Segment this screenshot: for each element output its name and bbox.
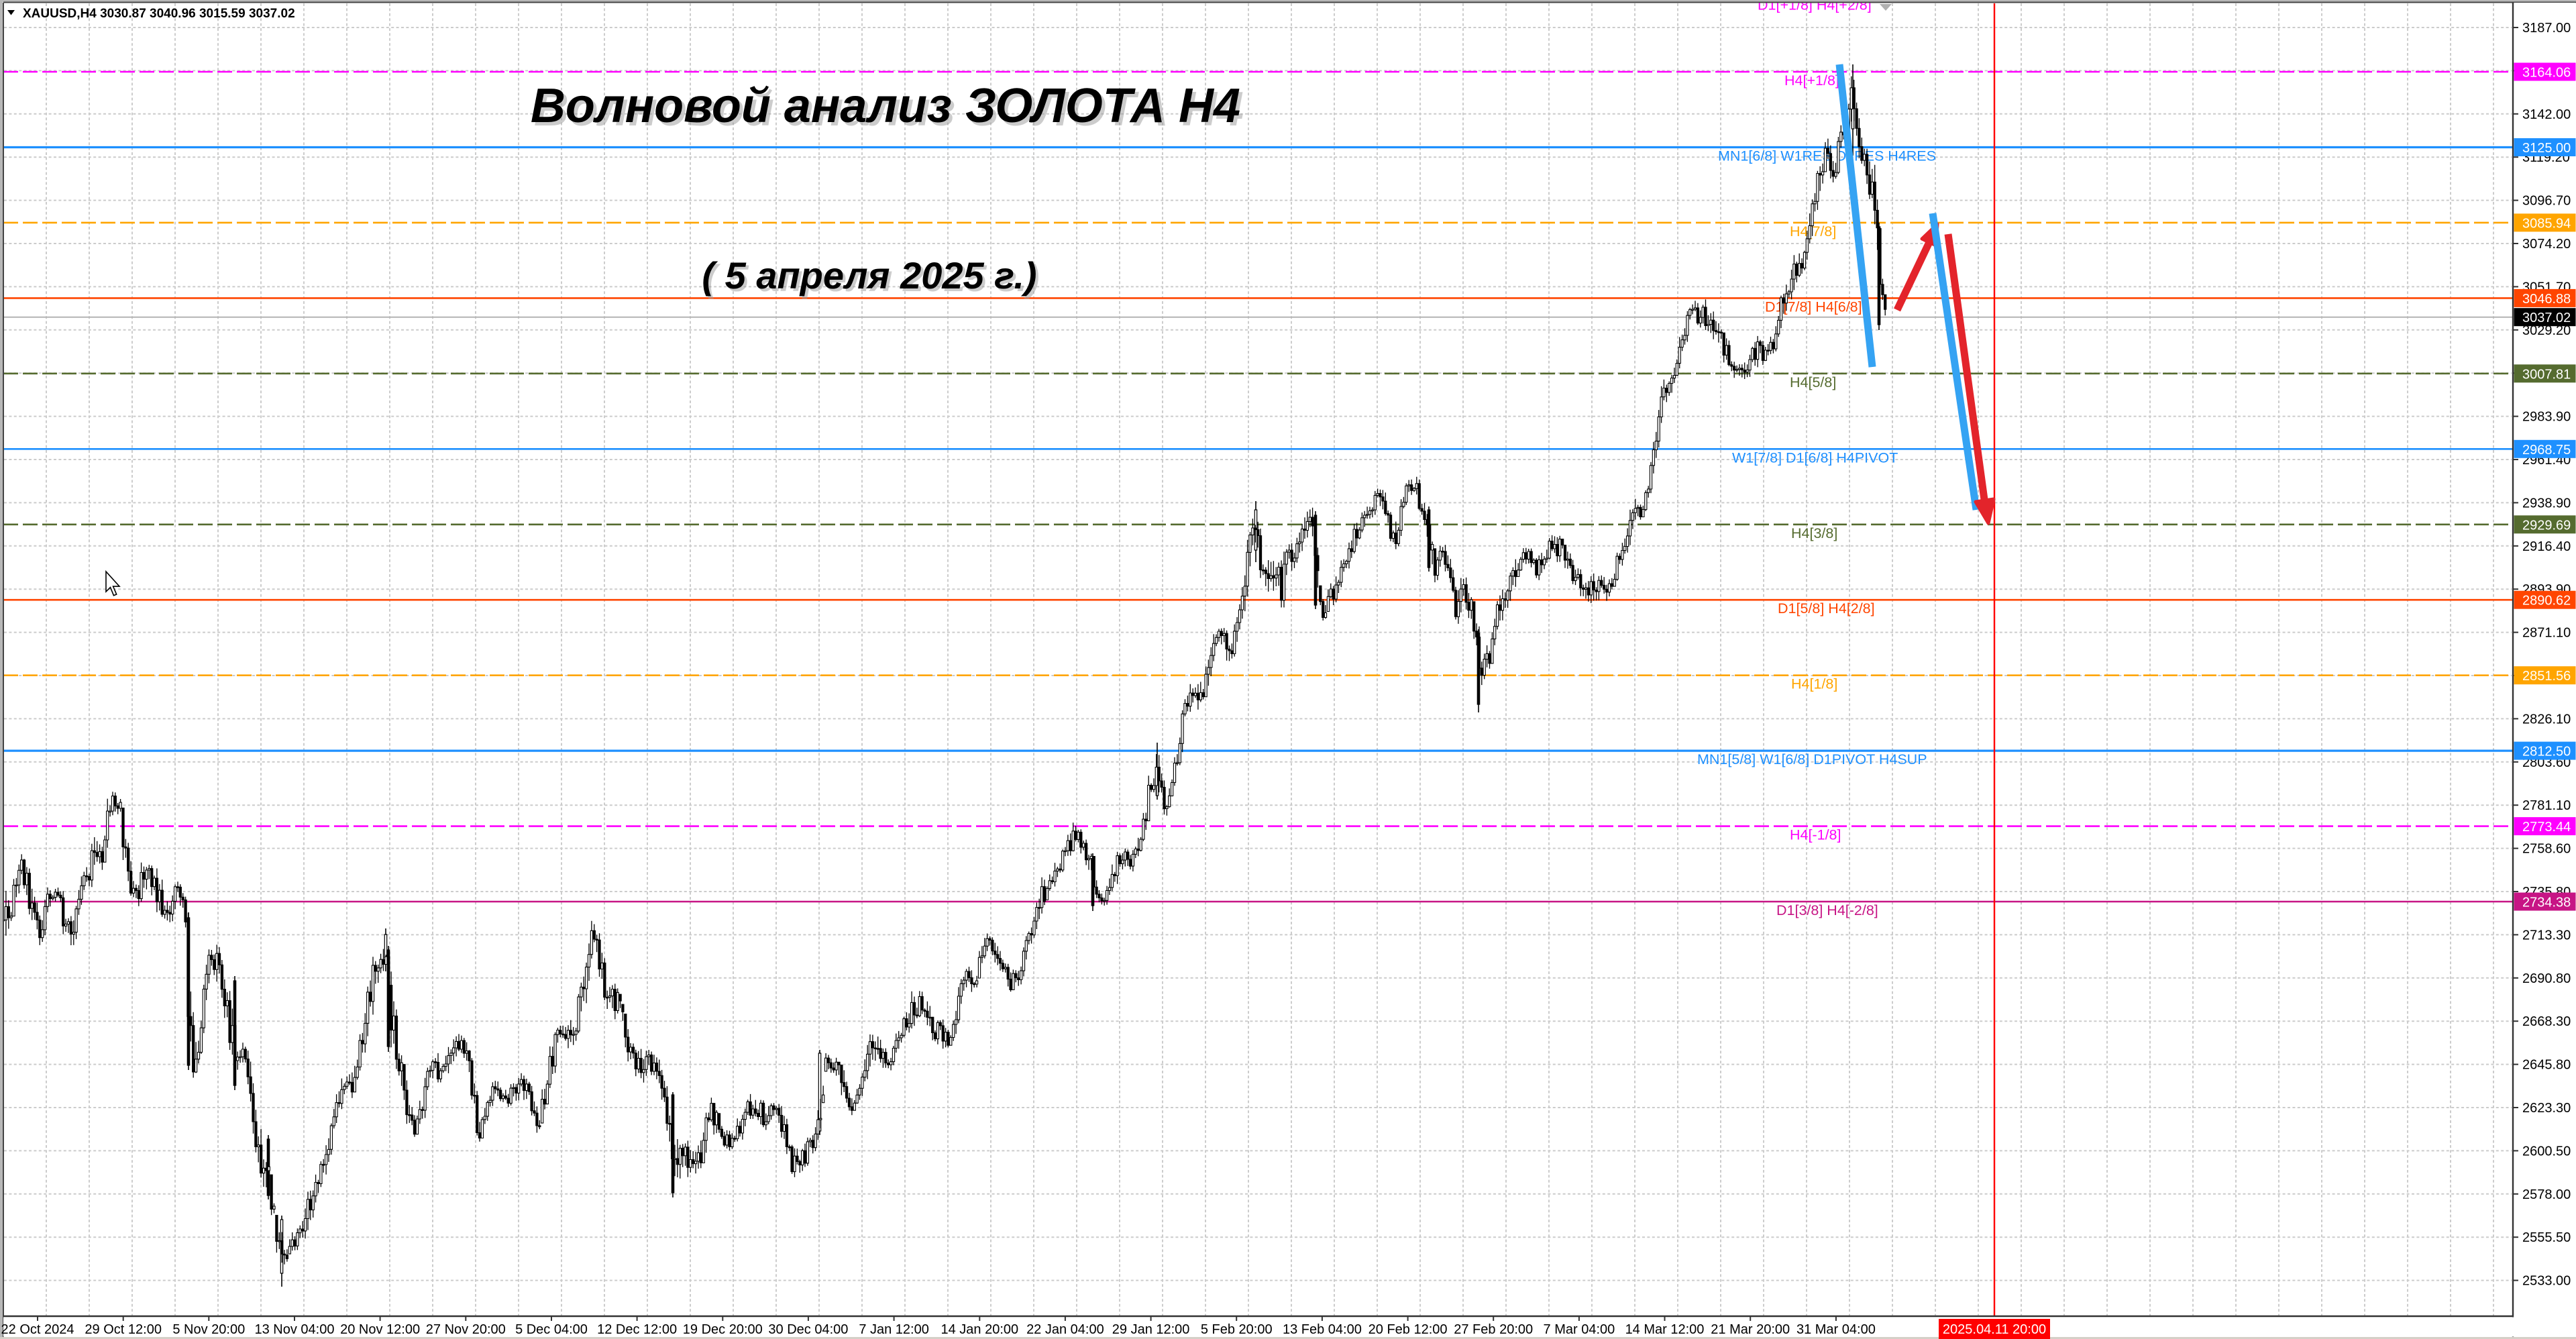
svg-text:31 Mar 04:00: 31 Mar 04:00 (1796, 1322, 1876, 1337)
svg-text:2555.50: 2555.50 (2522, 1230, 2571, 1245)
svg-text:3085.94: 3085.94 (2522, 216, 2571, 231)
svg-text:2826.10: 2826.10 (2522, 712, 2571, 727)
svg-text:27 Nov 20:00: 27 Nov 20:00 (426, 1322, 506, 1337)
svg-text:D1[+1/8] H4[+2/8]: D1[+1/8] H4[+2/8] (1758, 0, 1872, 13)
svg-text:22 Oct 2024: 22 Oct 2024 (1, 1322, 74, 1337)
svg-text:5 Nov 20:00: 5 Nov 20:00 (172, 1322, 245, 1337)
svg-text:H4[-1/8]: H4[-1/8] (1790, 827, 1841, 843)
svg-text:2968.75: 2968.75 (2522, 443, 2571, 458)
svg-text:2851.56: 2851.56 (2522, 669, 2571, 684)
svg-text:20 Feb 12:00: 20 Feb 12:00 (1368, 1322, 1448, 1337)
svg-text:27 Feb 20:00: 27 Feb 20:00 (1454, 1322, 1533, 1337)
svg-text:7 Jan 12:00: 7 Jan 12:00 (859, 1322, 929, 1337)
svg-text:2025.04.11 20:00: 2025.04.11 20:00 (1943, 1322, 2046, 1337)
svg-text:21 Mar 20:00: 21 Mar 20:00 (1711, 1322, 1790, 1337)
svg-text:13 Feb 04:00: 13 Feb 04:00 (1283, 1322, 1362, 1337)
svg-text:29 Oct 12:00: 29 Oct 12:00 (85, 1322, 162, 1337)
svg-text:20 Nov 12:00: 20 Nov 12:00 (340, 1322, 420, 1337)
svg-text:14 Mar 12:00: 14 Mar 12:00 (1625, 1322, 1705, 1337)
svg-text:2578.00: 2578.00 (2522, 1187, 2571, 1202)
svg-text:22 Jan 04:00: 22 Jan 04:00 (1026, 1322, 1104, 1337)
svg-text:( 5 апреля 2025 г.): ( 5 апреля 2025 г.) (702, 254, 1036, 297)
svg-text:3007.81: 3007.81 (2522, 367, 2571, 382)
svg-text:2690.80: 2690.80 (2522, 971, 2571, 986)
svg-text:2734.38: 2734.38 (2522, 896, 2571, 910)
svg-text:30 Dec 04:00: 30 Dec 04:00 (768, 1322, 848, 1337)
svg-text:3046.88: 3046.88 (2522, 292, 2571, 307)
svg-text:2533.00: 2533.00 (2522, 1274, 2571, 1289)
svg-text:3142.00: 3142.00 (2522, 107, 2571, 122)
svg-text:5 Dec 04:00: 5 Dec 04:00 (515, 1322, 588, 1337)
svg-text:W1[7/8] D1[6/8] H4PIVOT: W1[7/8] D1[6/8] H4PIVOT (1732, 449, 1898, 466)
svg-text:2713.30: 2713.30 (2522, 928, 2571, 943)
svg-text:2645.80: 2645.80 (2522, 1058, 2571, 1073)
svg-text:3164.06: 3164.06 (2522, 66, 2571, 81)
svg-text:D1[7/8] H4[6/8]: D1[7/8] H4[6/8] (1765, 299, 1862, 315)
svg-text:MN1[5/8] W1[6/8] D1PIVOT H4SUP: MN1[5/8] W1[6/8] D1PIVOT H4SUP (1697, 751, 1927, 767)
svg-text:Волновой анализ ЗОЛОТА Н4: Волновой анализ ЗОЛОТА Н4 (534, 83, 1244, 136)
svg-text:2812.50: 2812.50 (2522, 745, 2571, 759)
svg-text:2929.69: 2929.69 (2522, 518, 2571, 533)
svg-text:3029.20: 3029.20 (2522, 323, 2571, 338)
svg-text:H4[5/8]: H4[5/8] (1790, 374, 1836, 390)
svg-text:3187.00: 3187.00 (2522, 21, 2571, 36)
svg-text:2871.10: 2871.10 (2522, 626, 2571, 641)
svg-text:Волновой анализ ЗОЛОТА Н4: Волновой анализ ЗОЛОТА Н4 (531, 79, 1240, 133)
svg-text:14 Jan 20:00: 14 Jan 20:00 (941, 1322, 1018, 1337)
svg-text:3037.02: 3037.02 (2522, 311, 2571, 325)
svg-text:2781.10: 2781.10 (2522, 798, 2571, 813)
svg-text:2600.50: 2600.50 (2522, 1144, 2571, 1159)
svg-text:13 Nov 04:00: 13 Nov 04:00 (255, 1322, 335, 1337)
svg-text:H4[3/8]: H4[3/8] (1791, 525, 1837, 541)
svg-text:XAUUSD,H4 3030.87 3040.96 301: XAUUSD,H4 3030.87 3040.96 3015.59 3037.0… (23, 7, 295, 21)
svg-text:12 Dec 12:00: 12 Dec 12:00 (597, 1322, 677, 1337)
svg-text:2983.90: 2983.90 (2522, 410, 2571, 425)
svg-text:19 Dec 20:00: 19 Dec 20:00 (683, 1322, 763, 1337)
svg-text:3096.70: 3096.70 (2522, 194, 2571, 209)
svg-text:3125.00: 3125.00 (2522, 141, 2571, 156)
svg-text:2916.40: 2916.40 (2522, 539, 2571, 554)
svg-text:5 Feb 20:00: 5 Feb 20:00 (1201, 1322, 1273, 1337)
svg-text:3074.20: 3074.20 (2522, 237, 2571, 252)
svg-text:2758.60: 2758.60 (2522, 842, 2571, 857)
svg-text:2938.90: 2938.90 (2522, 496, 2571, 511)
svg-text:7 Mar 04:00: 7 Mar 04:00 (1544, 1322, 1615, 1337)
svg-text:( 5 апреля 2025 г.): ( 5 апреля 2025 г.) (704, 257, 1039, 299)
svg-text:2668.30: 2668.30 (2522, 1014, 2571, 1029)
svg-text:H4[+1/8]: H4[+1/8] (1784, 72, 1839, 89)
svg-text:2623.30: 2623.30 (2522, 1101, 2571, 1116)
svg-text:29 Jan 12:00: 29 Jan 12:00 (1112, 1322, 1190, 1337)
svg-text:2890.62: 2890.62 (2522, 594, 2571, 608)
svg-text:2773.44: 2773.44 (2522, 820, 2571, 835)
svg-text:H4[1/8]: H4[1/8] (1791, 676, 1837, 692)
svg-text:D1[3/8] H4[-2/8]: D1[3/8] H4[-2/8] (1776, 902, 1878, 918)
svg-text:D1[5/8] H4[2/8]: D1[5/8] H4[2/8] (1778, 600, 1875, 617)
